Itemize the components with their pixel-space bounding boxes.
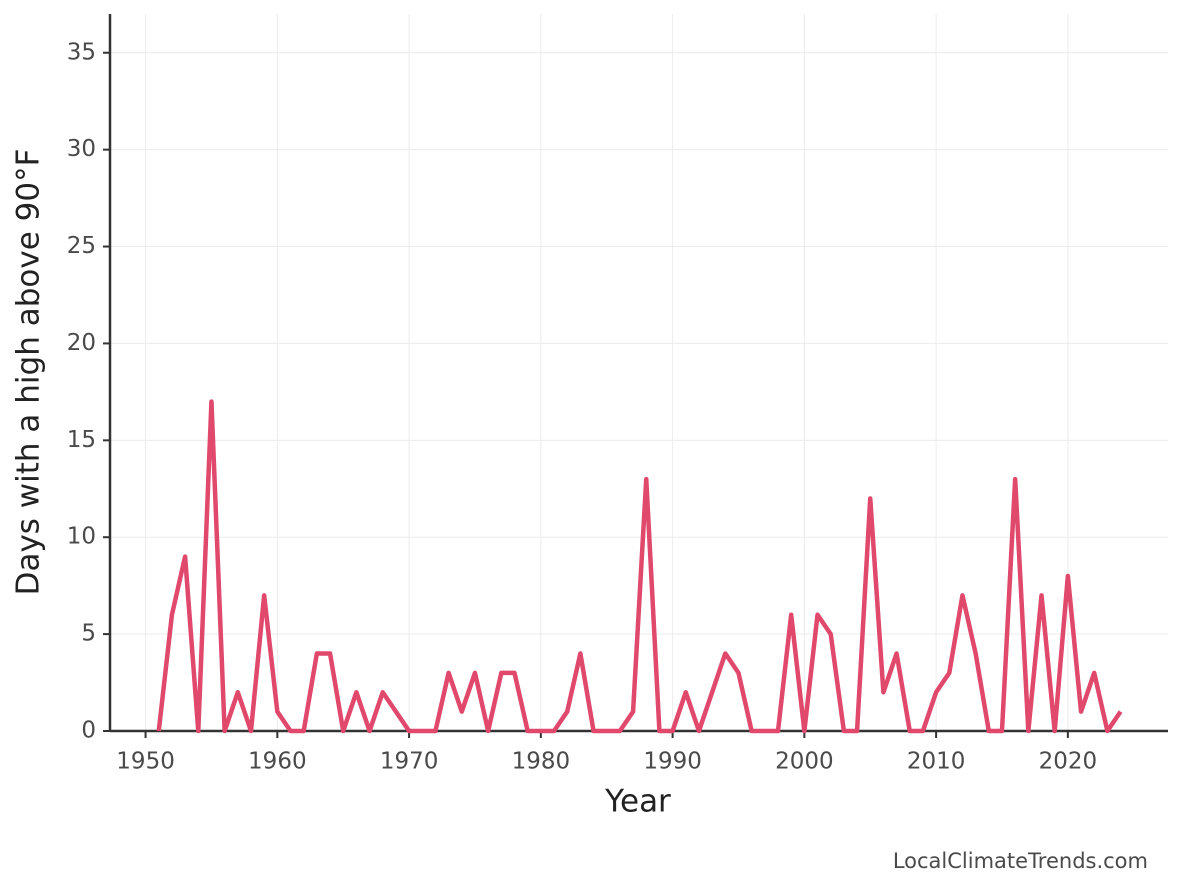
x-tick-label: 2020	[1039, 749, 1098, 775]
y-tick-label: 30	[67, 136, 96, 162]
x-tick-label: 1980	[512, 749, 571, 775]
data-line	[156, 399, 1123, 734]
y-tick-label: 15	[67, 427, 96, 453]
y-tick-label: 20	[67, 330, 96, 356]
y-tick-label: 0	[81, 718, 96, 744]
y-tick-label: 10	[67, 524, 96, 550]
x-tick-label: 1950	[116, 749, 175, 775]
x-tick-label: 1960	[248, 749, 307, 775]
y-tick-label: 25	[67, 233, 96, 259]
source: LocalClimateTrends.com	[893, 849, 1148, 873]
x-tick-label: 2010	[907, 749, 966, 775]
x-tick-label: 2000	[775, 749, 834, 775]
y-axis-label: Days with a high above 90°F	[11, 149, 47, 596]
y-tick-label: 35	[67, 39, 96, 65]
x-axis-label: Year	[604, 784, 671, 820]
x-tick-label: 1990	[643, 749, 702, 775]
x-tick-label: 1970	[380, 749, 439, 775]
y-tick-label: 5	[81, 621, 96, 647]
